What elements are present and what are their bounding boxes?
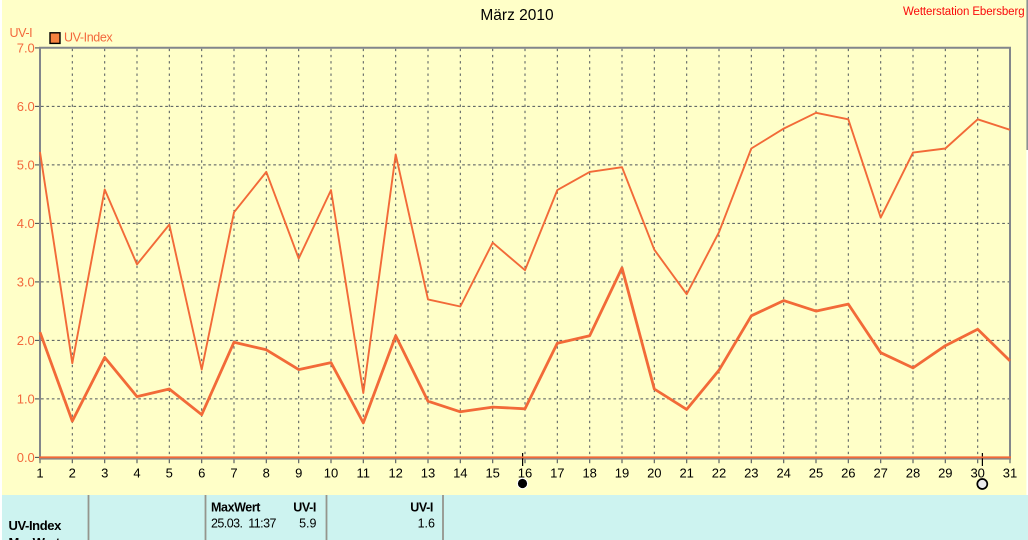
svg-text:6.0: 6.0 — [17, 99, 35, 114]
svg-text:10: 10 — [324, 465, 338, 480]
svg-text:23: 23 — [744, 465, 758, 480]
svg-text:1.0: 1.0 — [17, 392, 35, 407]
svg-text:18: 18 — [582, 465, 596, 480]
svg-text:UV-Index: UV-Index — [9, 518, 63, 533]
svg-text:25.03. 11:37: 25.03. 11:37 — [211, 517, 277, 531]
svg-text:0.0: 0.0 — [17, 450, 35, 465]
svg-text:13: 13 — [421, 465, 435, 480]
svg-text:4: 4 — [133, 465, 140, 480]
svg-text:31: 31 — [1003, 465, 1017, 480]
svg-text:25: 25 — [809, 465, 823, 480]
svg-text:MaxWert: MaxWert — [9, 535, 61, 540]
svg-text:30: 30 — [970, 465, 984, 480]
svg-text:15: 15 — [485, 465, 499, 480]
svg-text:20: 20 — [647, 465, 661, 480]
svg-text:UV-Index: UV-Index — [64, 31, 113, 45]
svg-text:12: 12 — [388, 465, 402, 480]
svg-text:21: 21 — [679, 465, 693, 480]
svg-text:Wetterstation Ebersberg: Wetterstation Ebersberg — [903, 6, 1025, 18]
svg-text:22: 22 — [712, 465, 726, 480]
svg-text:3: 3 — [101, 465, 108, 480]
svg-text:24: 24 — [776, 465, 790, 480]
svg-text:8: 8 — [263, 465, 270, 480]
svg-text:1.6: 1.6 — [418, 517, 435, 531]
svg-text:UV-I: UV-I — [10, 26, 33, 40]
svg-text:1: 1 — [36, 465, 43, 480]
svg-text:5.0: 5.0 — [17, 158, 35, 173]
svg-text:März 2010: März 2010 — [480, 7, 554, 24]
svg-text:6: 6 — [198, 465, 205, 480]
svg-text:26: 26 — [841, 465, 855, 480]
svg-text:MaxWert: MaxWert — [211, 501, 261, 515]
svg-text:28: 28 — [906, 465, 920, 480]
svg-text:9: 9 — [295, 465, 302, 480]
svg-text:2.0: 2.0 — [17, 333, 35, 348]
svg-text:5: 5 — [166, 465, 173, 480]
svg-text:UV-I: UV-I — [410, 501, 433, 515]
svg-text:5.9: 5.9 — [299, 517, 316, 531]
svg-text:11: 11 — [357, 465, 371, 480]
svg-text:16: 16 — [518, 465, 532, 480]
svg-text:29: 29 — [938, 465, 952, 480]
svg-text:UV-I: UV-I — [293, 501, 316, 515]
svg-text:27: 27 — [873, 465, 887, 480]
svg-text:14: 14 — [453, 465, 467, 480]
svg-text:7.0: 7.0 — [17, 41, 35, 56]
svg-text:19: 19 — [615, 465, 629, 480]
svg-text:17: 17 — [550, 465, 564, 480]
svg-text:2: 2 — [69, 465, 76, 480]
svg-text:3.0: 3.0 — [17, 275, 35, 290]
svg-text:4.0: 4.0 — [17, 216, 35, 231]
svg-text:7: 7 — [230, 465, 237, 480]
